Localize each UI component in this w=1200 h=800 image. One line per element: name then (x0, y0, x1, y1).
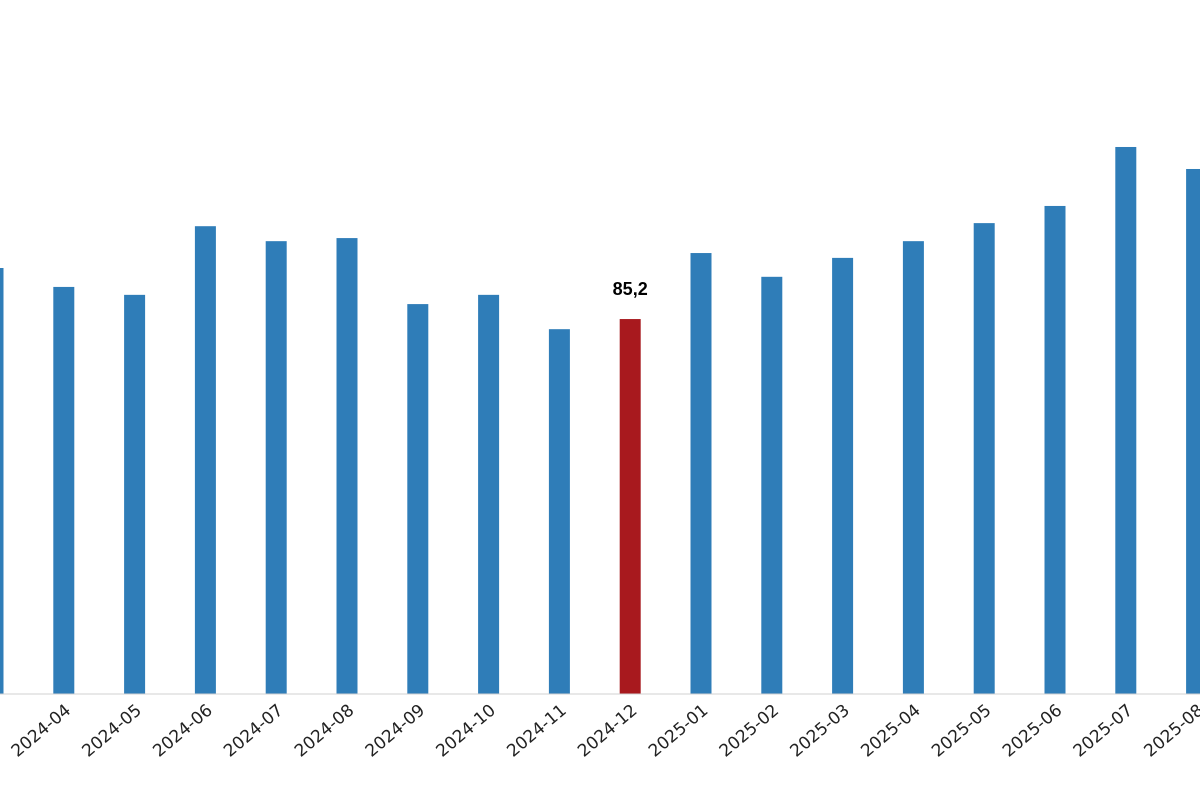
x-tick-label: 2025-02 (716, 701, 783, 762)
x-tick-label: 2025-07 (1070, 701, 1137, 762)
bar (1044, 205, 1066, 694)
bar (902, 241, 924, 695)
x-tick-label: 2024-04 (8, 701, 75, 762)
x-tick-label: 2024-09 (362, 701, 429, 762)
x-tick-label: 2025-06 (999, 701, 1066, 762)
bar (973, 223, 995, 694)
x-tick-label: 2024-12 (574, 701, 641, 762)
x-tick-label: 2025-08 (1141, 701, 1200, 762)
bar (194, 226, 216, 695)
bar (1186, 168, 1200, 694)
bar (548, 329, 570, 694)
bar (619, 319, 641, 694)
x-tick-label: 2025-03 (787, 701, 854, 762)
x-tick-label: 2025-04 (857, 701, 924, 762)
x-tick-label: 2025-01 (645, 701, 712, 762)
bar (265, 241, 287, 695)
x-tick-label: 2024-10 (433, 701, 500, 762)
x-tick-label: 2024-11 (503, 701, 570, 762)
x-tick-label: 2024-08 (291, 701, 358, 762)
bar (761, 276, 783, 694)
bar (407, 304, 429, 694)
bar (53, 286, 75, 694)
bar (1115, 146, 1137, 694)
bar (478, 294, 500, 694)
bar (0, 268, 4, 694)
x-tick-label: 2024-05 (79, 701, 146, 762)
bar (832, 257, 854, 694)
x-tick-label: 2024-06 (149, 701, 216, 762)
value-label: 85,2 (613, 279, 648, 299)
x-tick-label: 2025-05 (928, 701, 995, 762)
x-tick-label: 2024-07 (220, 701, 287, 762)
bar (690, 253, 712, 694)
bar (336, 238, 358, 694)
bar (124, 294, 146, 694)
